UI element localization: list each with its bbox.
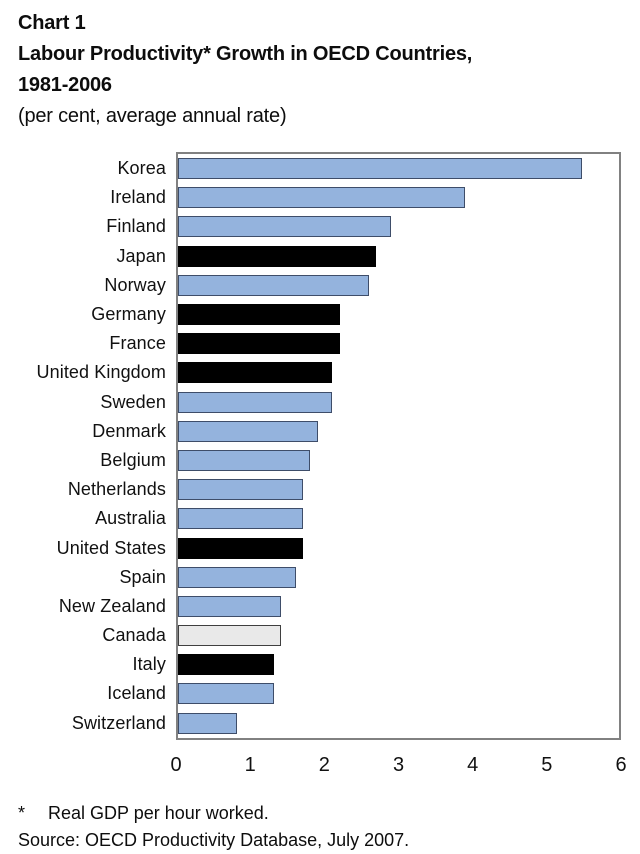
chart-header: Chart 1 Labour Productivity* Growth in O… bbox=[0, 0, 640, 132]
bar-row: United Kingdom bbox=[37, 358, 619, 387]
category-label: United Kingdom bbox=[36, 362, 166, 383]
bar-row: Netherlands bbox=[68, 475, 619, 504]
plot-area: Korea Ireland Finland Japan Norway Germany Fra… bbox=[37, 152, 621, 740]
bar-sweden bbox=[178, 391, 333, 413]
bar-netherlands bbox=[178, 479, 303, 501]
category-label: France bbox=[109, 333, 166, 354]
footnote-text: Real GDP per hour worked. bbox=[48, 803, 269, 823]
bar-norway bbox=[178, 274, 370, 296]
bar-row: Belgium bbox=[100, 446, 619, 475]
category-label: Japan bbox=[116, 245, 166, 266]
bar-row: Australia bbox=[95, 504, 619, 533]
bar-united-kingdom bbox=[178, 362, 333, 384]
chart-subtitle: (per cent, average annual rate) bbox=[18, 105, 287, 127]
x-axis-tick-label: 2 bbox=[318, 754, 330, 776]
category-label: Belgium bbox=[100, 449, 166, 470]
bar-row: Canada bbox=[102, 621, 619, 650]
bar-row: Iceland bbox=[107, 679, 619, 708]
bar-row: Ireland bbox=[110, 183, 619, 212]
category-label: United States bbox=[56, 537, 166, 558]
category-label: Germany bbox=[91, 304, 166, 325]
category-label: Italy bbox=[132, 654, 166, 675]
category-label: Iceland bbox=[107, 683, 166, 704]
bar-italy bbox=[178, 654, 274, 676]
bar-row: New Zealand bbox=[59, 592, 619, 621]
category-label: Ireland bbox=[110, 187, 166, 208]
x-axis-tick-label: 3 bbox=[392, 754, 405, 776]
category-label: Sweden bbox=[100, 391, 166, 412]
bar-united-states bbox=[178, 537, 303, 559]
bar-row: Italy bbox=[132, 650, 619, 679]
bar-switzerland bbox=[178, 712, 237, 734]
bar-germany bbox=[178, 304, 340, 326]
bar-australia bbox=[178, 508, 303, 530]
category-label: Spain bbox=[119, 566, 166, 587]
x-axis-tick-label: 6 bbox=[615, 754, 627, 776]
bar-row: France bbox=[109, 329, 619, 358]
bar-france bbox=[178, 333, 340, 355]
bar-iceland bbox=[178, 683, 274, 705]
bar-spain bbox=[178, 566, 296, 588]
category-label: Switzerland bbox=[71, 712, 166, 733]
bar-finland bbox=[178, 216, 392, 238]
category-label: Australia bbox=[95, 508, 166, 529]
category-label: Netherlands bbox=[67, 479, 166, 500]
bar-ireland bbox=[178, 187, 465, 209]
category-label: Norway bbox=[104, 274, 166, 295]
bar-denmark bbox=[178, 420, 318, 442]
footnote-line: * Real GDP per hour worked. bbox=[18, 800, 640, 827]
bar-canada bbox=[178, 625, 281, 647]
category-label: Denmark bbox=[92, 420, 166, 441]
bar-row: Germany bbox=[91, 300, 619, 329]
source-text: Source: OECD Productivity Database, July… bbox=[18, 830, 410, 850]
bar-row: Finland bbox=[106, 212, 619, 241]
category-label: Korea bbox=[117, 158, 166, 179]
chart-title-line2: 1981-2006 bbox=[18, 74, 112, 96]
x-axis-tick-label: 0 bbox=[170, 754, 182, 776]
x-axis-tick-label: 5 bbox=[541, 754, 553, 776]
bar-korea bbox=[178, 158, 583, 180]
x-axis-tick-label: 1 bbox=[244, 754, 256, 776]
footnote-marker: * bbox=[18, 803, 26, 823]
bar-row: Japan bbox=[116, 242, 619, 271]
bar-row: Switzerland bbox=[72, 709, 619, 738]
category-label: Canada bbox=[102, 625, 166, 646]
bar-row: Spain bbox=[119, 563, 619, 592]
x-axis: 0 1 2 3 4 5 6 bbox=[170, 754, 626, 778]
bar-row: Sweden bbox=[100, 388, 619, 417]
category-label: Finland bbox=[106, 216, 166, 237]
bar-chart: Korea Ireland Finland Japan Norway Germany Fra… bbox=[0, 152, 640, 778]
bar-row: United States bbox=[57, 533, 619, 562]
x-axis-tick-label: 4 bbox=[467, 754, 479, 776]
bar-belgium bbox=[178, 449, 311, 471]
chart-title-line1: Labour Productivity* Growth in OECD Coun… bbox=[18, 43, 473, 65]
chart-number: Chart 1 bbox=[18, 12, 86, 34]
bar-row: Denmark bbox=[92, 417, 619, 446]
bar-row: Norway bbox=[104, 271, 619, 300]
bar-japan bbox=[178, 245, 377, 267]
bar-row: Korea bbox=[117, 154, 619, 183]
footnotes: * Real GDP per hour worked. Source: OECD … bbox=[18, 800, 640, 854]
category-label: New Zealand bbox=[58, 595, 166, 616]
bar-new-zealand bbox=[178, 595, 281, 617]
